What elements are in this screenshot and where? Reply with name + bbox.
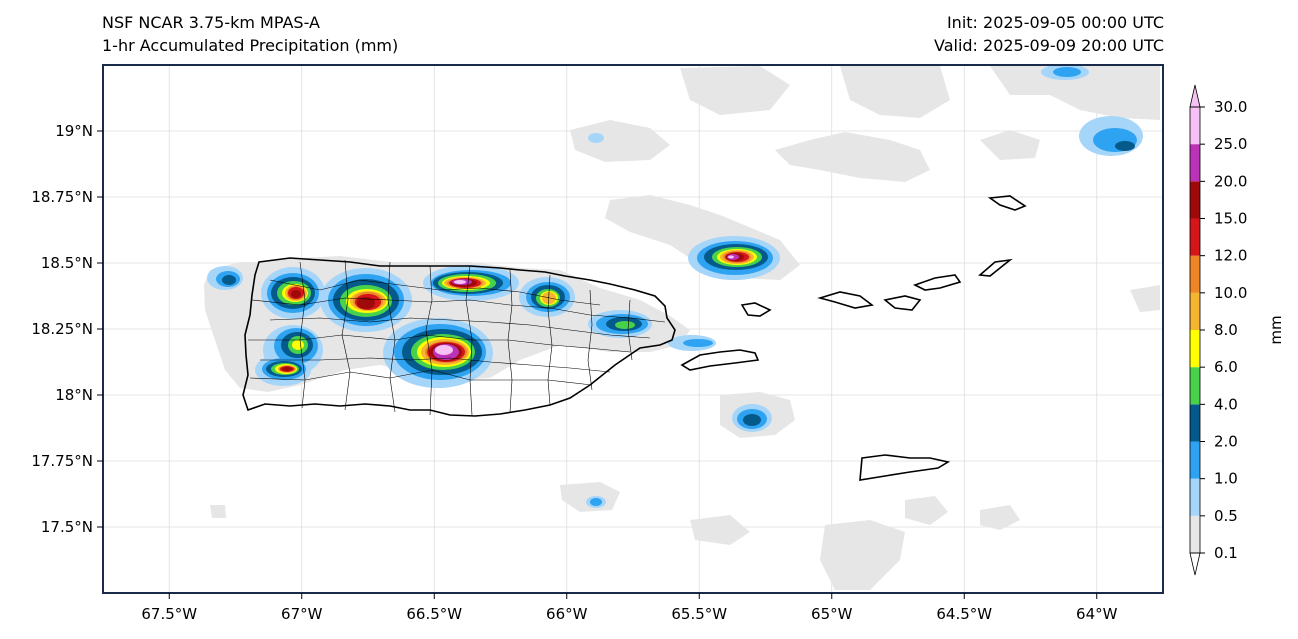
colorbar-tick-label: 0.5 (1214, 507, 1238, 525)
colorbar-swatch (1190, 218, 1200, 256)
colorbar: 0.1 0.5 1.0 2.0 4.0 6.0 8.0 10.0 12.0 15.0 20.0 25.… (1189, 84, 1285, 576)
colorbar-tick-label: 15.0 (1214, 210, 1247, 228)
lat-tick-label: 18.25°N (31, 320, 93, 338)
colorbar-tick-label: 0.1 (1214, 544, 1238, 562)
colorbar-swatch (1190, 404, 1200, 442)
colorbar-swatch (1190, 330, 1200, 368)
colorbar-swatch (1190, 478, 1200, 516)
valid-time: Valid: 2025-09-09 20:00 UTC (933, 36, 1164, 55)
lon-tick-label: 65°W (811, 605, 853, 623)
colorbar-unit-label: mm (1267, 315, 1285, 344)
puerto-rico-coastline (242, 257, 676, 417)
lon-tick-label: 64°W (1076, 605, 1118, 623)
colorbar-tick-label: 6.0 (1214, 358, 1238, 376)
colorbar-tick-label: 10.0 (1214, 284, 1247, 302)
colorbar-swatch (1190, 144, 1200, 182)
colorbar-swatch (1190, 255, 1200, 293)
coastlines (242, 195, 1027, 481)
colorbar-swatch (1190, 515, 1200, 553)
lon-tick-label: 66.5°W (406, 605, 462, 623)
lat-tick-label: 17.5°N (41, 518, 93, 536)
model-title: NSF NCAR 3.75-km MPAS-A (102, 13, 320, 32)
lon-tick-label: 65.5°W (671, 605, 727, 623)
virgin-gorda-coastline (978, 258, 1013, 277)
colorbar-swatch (1190, 292, 1200, 330)
colorbar-tick-label: 4.0 (1214, 395, 1238, 413)
colorbar-tick-label: 20.0 (1214, 172, 1247, 190)
lon-tick-label: 67.5°W (141, 605, 197, 623)
colorbar-tick-label: 30.0 (1214, 98, 1247, 116)
lat-tick-label: 18.75°N (31, 188, 93, 206)
lat-tick-label: 19°N (55, 122, 93, 140)
lon-tick-label: 67°W (281, 605, 323, 623)
longitude-axis: 67.5°W 67°W 66.5°W 66°W 65.5°W 65°W 64.5°W 64°W (141, 593, 1118, 623)
municipal-boundaries (248, 259, 666, 416)
colorbar-swatch (1190, 367, 1200, 405)
colorbar-tick-label: 8.0 (1214, 321, 1238, 339)
vieques-coastline (680, 349, 760, 371)
colorbar-swatch (1190, 441, 1200, 479)
lat-tick-label: 17.75°N (31, 452, 93, 470)
colorbar-tick-label: 2.0 (1214, 433, 1238, 451)
colorbar-min-extend (1189, 552, 1201, 576)
field-title: 1-hr Accumulated Precipitation (mm) (102, 36, 399, 55)
culebra-coastline (740, 302, 772, 317)
latitude-axis: 19°N 18.75°N 18.5°N 18.25°N 18°N 17.75°N 17.5°… (31, 122, 103, 536)
colorbar-swatch (1190, 181, 1200, 219)
st-thomas-coastline (817, 291, 874, 309)
colorbar-max-extend (1189, 84, 1201, 108)
colorbar-tick-label: 12.0 (1214, 247, 1247, 265)
anegada-coastline (987, 195, 1027, 211)
st-john-coastline (883, 295, 922, 311)
colorbar-tick-label: 1.0 (1214, 470, 1238, 488)
colorbar-swatch (1190, 107, 1200, 145)
lat-tick-label: 18°N (55, 386, 93, 404)
precip-25mm-areas (435, 255, 734, 355)
init-time: Init: 2025-09-05 00:00 UTC (946, 13, 1164, 32)
tortola-coastline (912, 274, 962, 291)
lon-tick-label: 64.5°W (936, 605, 992, 623)
lon-tick-label: 66°W (546, 605, 588, 623)
map-plot-area (103, 65, 1163, 593)
colorbar-tick-label: 25.0 (1214, 135, 1247, 153)
st-croix-coastline (859, 454, 951, 481)
lat-tick-label: 18.5°N (41, 254, 93, 272)
